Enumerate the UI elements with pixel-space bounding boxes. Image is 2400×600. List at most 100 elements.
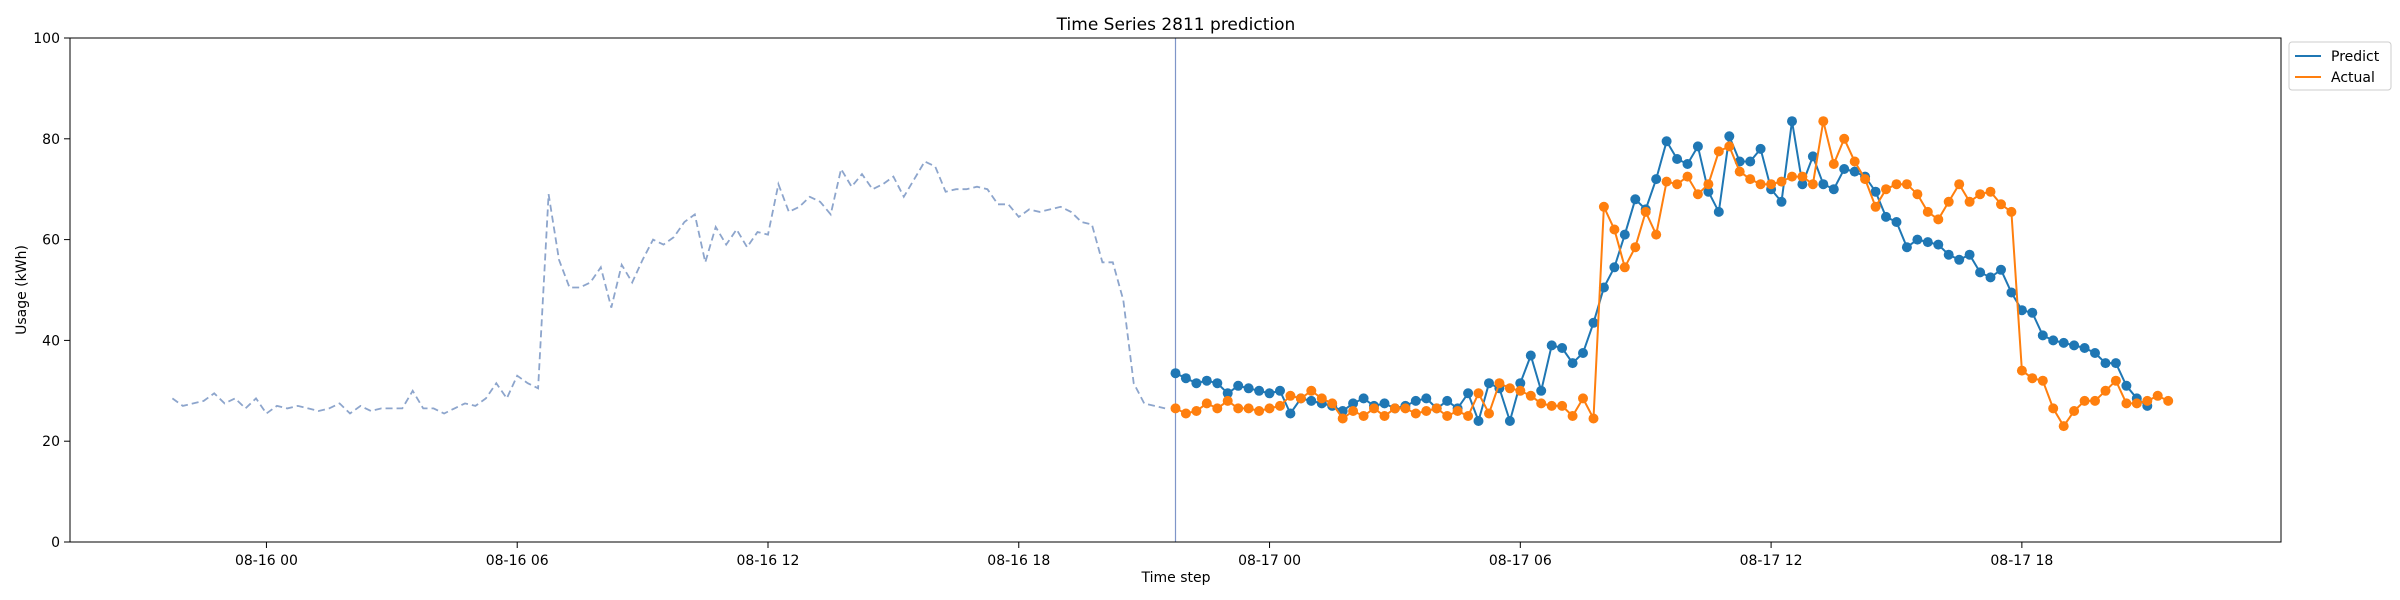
data-point-actual (1484, 408, 1494, 419)
data-point-actual (1578, 393, 1588, 404)
data-point-actual (1201, 398, 1212, 409)
plot-area: 0 20 40 60 80 100 08-16 00 08-16 06 08-16 12 08-1… (33, 31, 2174, 569)
data-point-predict (1212, 378, 1223, 389)
data-point-actual (1389, 403, 1400, 414)
x-tick-label: 08-17 18 (1990, 553, 2053, 569)
data-point-actual (1766, 179, 1777, 190)
data-point-predict (1567, 358, 1578, 369)
data-point-predict (1881, 211, 1891, 222)
data-point-predict (1703, 186, 1714, 197)
data-point-actual (1619, 262, 1630, 273)
data-point-actual (1400, 403, 1411, 414)
data-point-predict (2110, 358, 2121, 369)
data-point-actual (1630, 242, 1641, 253)
data-point-predict (1484, 378, 1494, 389)
data-point-actual (1295, 393, 1306, 404)
data-point-predict (1933, 239, 1944, 250)
data-point-predict (1776, 196, 1787, 207)
data-point-actual (1191, 406, 1202, 416)
data-point-predict (1849, 166, 1860, 177)
data-point-predict (2058, 337, 2069, 348)
data-point-actual (1452, 406, 1463, 416)
chart-title: Time Series 2811 prediction (1056, 15, 1296, 35)
data-point-predict (1901, 242, 1912, 253)
data-point-predict (1306, 395, 1317, 406)
x-tick-label: 08-16 12 (737, 553, 800, 569)
data-point-predict (2006, 287, 2017, 298)
data-point-predict (1661, 136, 1672, 147)
data-point-actual (1922, 206, 1933, 217)
data-point-actual (2090, 395, 2100, 406)
data-point-actual (1912, 189, 1923, 200)
y-tick-label: 60 (42, 233, 60, 249)
x-tick-label: 08-16 18 (987, 553, 1050, 569)
data-point-predict (1912, 234, 1923, 245)
data-point-actual (1996, 199, 2006, 210)
data-point-actual (1755, 179, 1766, 190)
data-point-actual (1661, 176, 1672, 187)
legend: Predict Actual (2288, 41, 2392, 91)
data-point-actual (2131, 398, 2142, 409)
data-point-predict (2048, 335, 2059, 346)
data-point-actual (1787, 171, 1797, 182)
data-point-actual (2037, 375, 2048, 386)
data-point-actual (1515, 385, 1526, 396)
data-point-actual (1431, 403, 1442, 414)
y-tick-label: 40 (42, 333, 60, 349)
data-point-actual (1316, 393, 1327, 404)
data-point-actual (1369, 403, 1379, 414)
data-point-predict (2090, 348, 2100, 358)
data-point-actual (1891, 179, 1902, 190)
data-point-actual (1849, 156, 1860, 167)
data-point-predict (2069, 340, 2080, 351)
data-point-actual (1222, 395, 1233, 406)
data-point-predict (1870, 186, 1881, 197)
y-tick-label: 100 (33, 31, 60, 47)
data-point-actual (1494, 378, 1505, 389)
data-point-predict (1515, 378, 1526, 389)
data-point-predict (1891, 217, 1902, 227)
data-point-actual (1609, 224, 1620, 235)
data-point-actual (1233, 403, 1244, 414)
data-point-actual (1860, 174, 1871, 185)
data-point-predict (1922, 237, 1933, 248)
data-point-predict (1557, 343, 1568, 353)
data-point-actual (1264, 403, 1275, 414)
x-tick-label: 08-17 12 (1740, 553, 1803, 569)
data-point-predict (1546, 340, 1557, 351)
legend-label-actual: Actual (2331, 70, 2375, 86)
data-point-actual (1682, 171, 1693, 182)
data-point-predict (1964, 249, 1975, 260)
data-point-actual (1358, 411, 1369, 421)
data-point-actual (2163, 395, 2174, 406)
data-point-predict (1745, 156, 1756, 167)
x-tick-label: 08-17 06 (1489, 553, 1552, 569)
data-point-actual (1713, 146, 1724, 157)
plot-frame (69, 37, 2282, 543)
data-point-actual (1724, 141, 1735, 152)
y-tick-label: 80 (42, 132, 60, 148)
data-point-actual (1421, 406, 1432, 416)
data-point-actual (1745, 174, 1756, 185)
data-point-predict (1797, 179, 1808, 190)
data-point-actual (1337, 413, 1348, 424)
data-point-predict (1536, 385, 1547, 396)
data-point-predict (1285, 408, 1296, 419)
y-axis-label: Usage (kWh) (14, 245, 30, 335)
data-point-actual (1734, 166, 1745, 177)
data-point-actual (1557, 400, 1568, 411)
data-point-predict (1463, 388, 1474, 399)
data-point-predict (1180, 373, 1191, 384)
data-point-actual (1463, 411, 1474, 421)
data-point-predict (2121, 380, 2132, 391)
data-point-actual (1285, 390, 1296, 401)
data-point-actual (1254, 406, 1265, 416)
data-point-actual (1901, 179, 1912, 190)
data-point-actual (1828, 159, 1839, 169)
data-point-predict (1787, 116, 1797, 127)
data-point-predict (1692, 141, 1703, 152)
data-point-actual (1839, 133, 1850, 144)
data-point-predict (1358, 393, 1369, 404)
data-point-predict (1630, 194, 1641, 205)
